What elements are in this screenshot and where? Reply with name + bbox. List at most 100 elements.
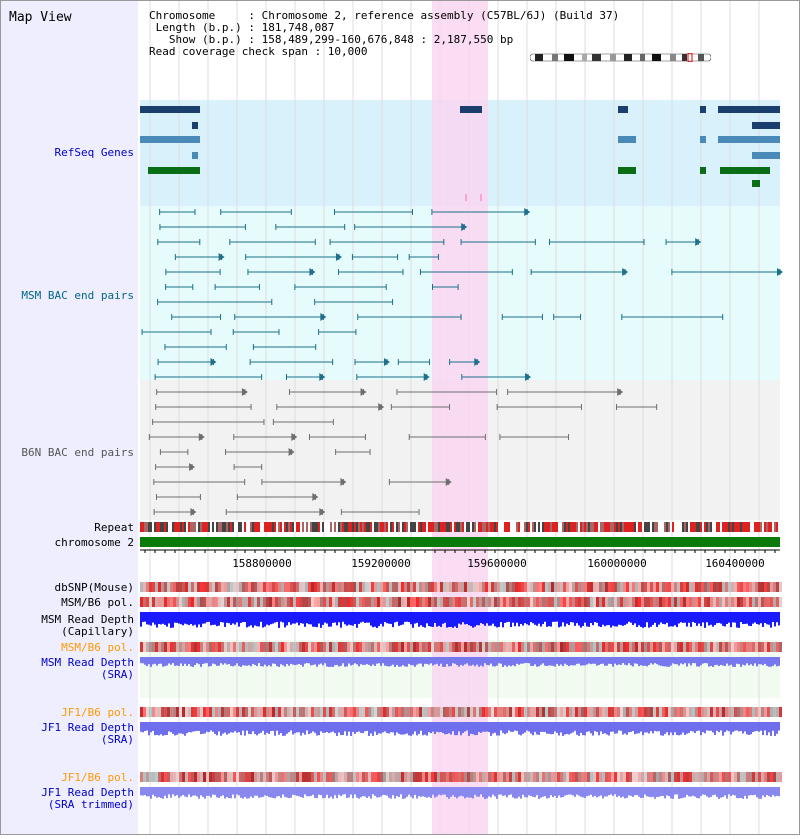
- jf1-b6-pol-trim-heat: [473, 772, 476, 782]
- msm-b6-pol-heat: [770, 597, 773, 607]
- jf1-b6-pol-trim-heat: [164, 772, 167, 782]
- msm-b6-pol-heat: [485, 597, 488, 607]
- b6n-bac-label[interactable]: B6N BAC end pairs: [21, 446, 134, 459]
- jf1-depth-sra-bar: [628, 722, 630, 733]
- msm-b6-pol-sra-heat: [329, 642, 332, 652]
- msm-depth-sra-bar: [486, 657, 488, 665]
- jf1-read-depth-sra-label[interactable]: JF1 Read Depth (SRA): [41, 722, 134, 746]
- jf1-b6-pol-label-1[interactable]: JF1/B6 pol.: [61, 706, 134, 719]
- jf1-depth-sra-bar: [644, 722, 646, 733]
- msm-depth-sra-bar: [424, 657, 426, 664]
- jf1-depth-trimmed-bar: [236, 787, 238, 795]
- jf1-b6-pol-heat: [515, 707, 518, 717]
- jf1-b6-pol-heat: [458, 707, 461, 717]
- dbsnp-heat: [683, 582, 686, 592]
- msm-b6-pol-heat: [482, 597, 485, 607]
- refseq-genes-label[interactable]: RefSeq Genes: [54, 146, 134, 159]
- jf1-b6-pol-heat: [656, 707, 659, 717]
- chromosome-ideogram[interactable]: [530, 53, 711, 62]
- msm-depth-capillary-bar: [616, 612, 618, 627]
- msm-b6-pol-heat: [746, 597, 749, 607]
- jf1-depth-sra-bar: [378, 722, 380, 734]
- msm-depth-capillary-bar: [556, 612, 558, 622]
- msm-depth-sra-bar: [682, 657, 684, 665]
- msm-depth-capillary-bar: [604, 612, 606, 627]
- jf1-depth-sra-bar: [408, 722, 410, 736]
- jf1-depth-trimmed-bar: [504, 787, 506, 796]
- chromosome-label[interactable]: chromosome 2: [54, 536, 134, 549]
- msm-b6-pol-heat: [719, 597, 722, 607]
- jf1-depth-sra-bar: [510, 722, 512, 732]
- jf1-depth-sra-bar: [536, 722, 538, 735]
- repeat-mark: [184, 522, 186, 532]
- msm-depth-capillary-bar: [772, 612, 774, 623]
- jf1-b6-pol-heat: [299, 707, 302, 717]
- jf1-depth-trimmed-bar: [480, 787, 482, 795]
- msm-b6-pol-sra-heat: [323, 642, 326, 652]
- msm-b6-pol-sra-heat: [161, 642, 164, 652]
- msm-b6-pol-heat: [413, 597, 416, 607]
- dbsnp-heat: [308, 582, 311, 592]
- jf1-depth-sra-bar: [666, 722, 668, 733]
- repeat-mark: [438, 522, 440, 532]
- jf1-depth-trimmed-bar: [648, 787, 650, 797]
- msm-read-depth-sra-label[interactable]: MSM Read Depth (SRA): [41, 657, 134, 681]
- jf1-depth-trimmed-bar: [352, 787, 354, 799]
- msm-depth-capillary-bar: [226, 612, 228, 623]
- jf1-depth-trimmed-bar: [174, 787, 176, 797]
- jf1-depth-trimmed-bar: [470, 787, 472, 798]
- jf1-depth-sra-bar: [394, 722, 396, 736]
- jf1-depth-trimmed-bar: [610, 787, 612, 795]
- jf1-read-depth-trimmed-label[interactable]: JF1 Read Depth (SRA trimmed): [41, 787, 134, 811]
- msm-b6-pol-sra-heat: [647, 642, 650, 652]
- jf1-b6-pol-label-2[interactable]: JF1/B6 pol.: [61, 771, 134, 784]
- jf1-b6-pol-trim-heat: [386, 772, 389, 782]
- jf1-depth-sra-bar: [434, 722, 436, 735]
- msm-bac-pair-arrow: [474, 358, 481, 366]
- msm-depth-sra-bar: [722, 657, 724, 666]
- msm-depth-sra-bar: [558, 657, 560, 666]
- jf1-depth-sra-bar: [290, 722, 292, 731]
- repeat-mark: [260, 522, 262, 532]
- jf1-b6-pol-heat: [374, 707, 377, 717]
- msm-depth-capillary-bar: [366, 612, 368, 623]
- jf1-b6-pol-heat: [506, 707, 509, 717]
- jf1-b6-pol-trim-heat: [194, 772, 197, 782]
- msm-b6-pol-sra-heat: [344, 642, 347, 652]
- jf1-b6-pol-heat: [155, 707, 158, 717]
- msm-depth-capillary-bar: [444, 612, 446, 623]
- repeat-mark: [306, 522, 308, 532]
- jf1-depth-sra-bar: [694, 722, 696, 734]
- jf1-b6-pol-heat: [161, 707, 164, 717]
- jf1-depth-trimmed-bar: [216, 787, 218, 798]
- jf1-depth-trimmed-bar: [708, 787, 710, 798]
- jf1-depth-trimmed-bar: [714, 787, 716, 795]
- jf1-depth-sra-bar: [232, 722, 234, 733]
- msm-depth-sra-bar: [690, 657, 692, 666]
- jf1-depth-sra-bar: [184, 722, 186, 736]
- jf1-depth-trimmed-bar: [360, 787, 362, 798]
- repeat-mark: [726, 522, 728, 532]
- gene-feature: [460, 106, 482, 113]
- jf1-b6-pol-trim-heat: [368, 772, 371, 782]
- repeat-mark: [424, 522, 426, 532]
- repeat-mark: [674, 522, 676, 532]
- msm-b6-pol-label-1[interactable]: MSM/B6 pol.: [61, 596, 134, 609]
- repeat-mark: [360, 522, 362, 532]
- dbsnp-heat: [551, 582, 554, 592]
- msm-depth-sra-bar: [326, 657, 328, 667]
- dbsnp-label[interactable]: dbSNP(Mouse): [54, 581, 134, 594]
- dbsnp-heat: [260, 582, 263, 592]
- repeat-label[interactable]: Repeat: [94, 521, 134, 534]
- msm-b6-pol-label-2[interactable]: MSM/B6 pol.: [61, 641, 134, 654]
- jf1-depth-trimmed-bar: [162, 787, 164, 799]
- dbsnp-heat: [749, 582, 752, 592]
- msm-bac-label[interactable]: MSM BAC end pairs: [21, 289, 134, 302]
- jf1-depth-trimmed-bar: [464, 787, 466, 799]
- jf1-depth-trimmed-bar: [484, 787, 486, 799]
- jf1-depth-sra-bar: [254, 722, 256, 734]
- msm-read-depth-capillary-label[interactable]: MSM Read Depth (Capillary): [41, 614, 134, 638]
- repeat-mark: [340, 522, 342, 532]
- msm-depth-sra-bar: [508, 657, 510, 666]
